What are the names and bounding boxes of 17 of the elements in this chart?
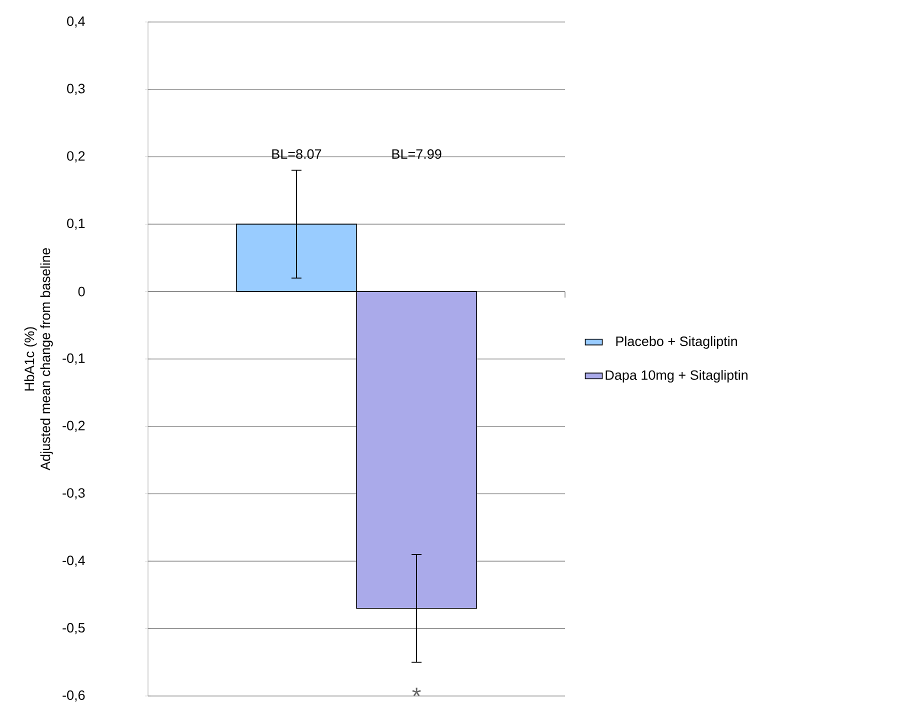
y-axis-title: HbA1c (%) Adjusted mean change from baseline xyxy=(24,248,53,470)
legend-label: Dapa 10mg + Sitagliptin xyxy=(606,370,748,383)
y-tick-label: -0,2 xyxy=(62,420,85,432)
y-tick-label: -0,6 xyxy=(62,690,85,702)
annotation: * xyxy=(412,688,421,696)
y-tick-label: 0,3 xyxy=(67,84,85,95)
y-tick-label: -0,3 xyxy=(62,488,85,500)
y-tick-label: 0 xyxy=(78,286,85,296)
annotation: BL=7.99 xyxy=(392,149,442,159)
y-tick-label: 0,2 xyxy=(67,151,85,162)
y-tick-label: 0,1 xyxy=(67,218,85,230)
annotation: BL=8.07 xyxy=(272,149,322,159)
y-tick-label: -0,4 xyxy=(62,556,85,567)
legend-label: Placebo + Sitagliptin xyxy=(616,336,737,349)
y-tick-label: -0,1 xyxy=(62,353,85,365)
y-tick-label: -0,5 xyxy=(62,623,85,634)
y-tick-label: 0,4 xyxy=(67,16,85,28)
